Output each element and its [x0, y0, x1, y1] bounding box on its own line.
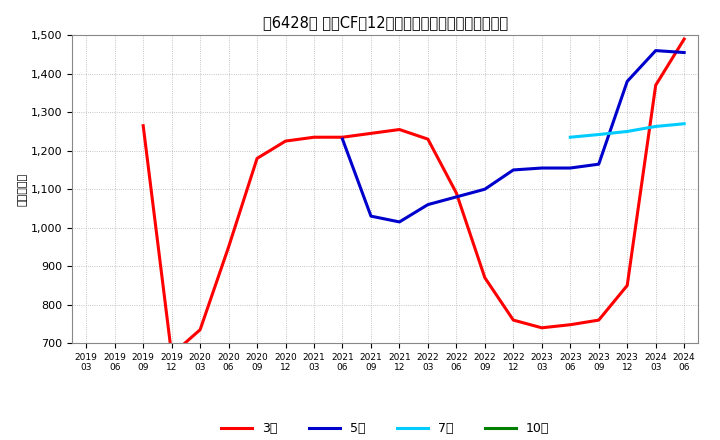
Y-axis label: （百万円）: （百万円） — [18, 172, 28, 206]
Legend: 3年, 5年, 7年, 10年: 3年, 5年, 7年, 10年 — [216, 417, 554, 440]
Title: ［6428］ 投資CFの12か月移動合計の標準偏差の推移: ［6428］ 投資CFの12か月移動合計の標準偏差の推移 — [263, 15, 508, 30]
